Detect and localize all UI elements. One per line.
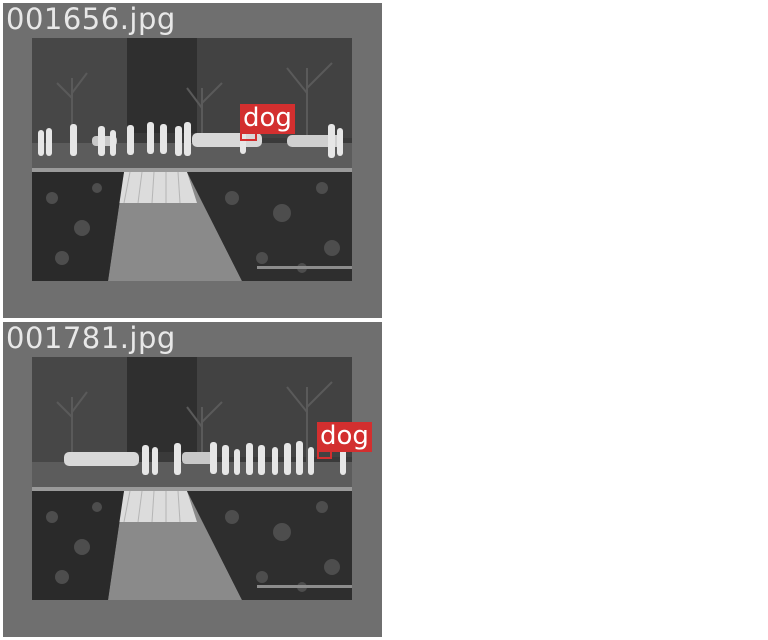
image-filename: 001656.jpg — [6, 3, 176, 36]
thermal-scene — [32, 357, 352, 600]
thermal-scene — [32, 38, 352, 281]
image-filename: 001781.jpg — [6, 322, 176, 355]
detection-label: dog — [317, 422, 372, 452]
detection-label: dog — [240, 104, 295, 134]
result-panel-2: 001781.jpg — [3, 322, 382, 637]
thermal-photo — [32, 357, 352, 600]
result-panel-1: 001656.jpg — [3, 3, 382, 318]
thermal-photo — [32, 38, 352, 281]
